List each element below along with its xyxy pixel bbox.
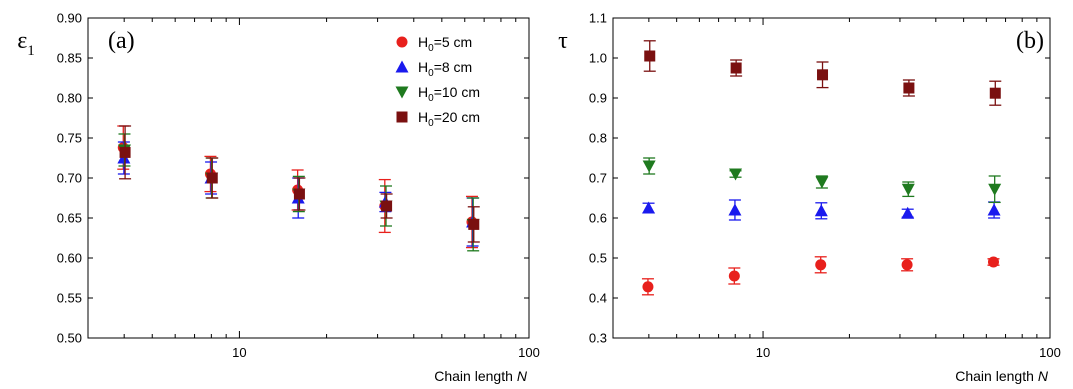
y-tick-label: 1.1 xyxy=(589,11,607,26)
data-point xyxy=(901,183,915,196)
legend-marker xyxy=(396,36,408,48)
y-axis-label: ε1 xyxy=(17,28,35,59)
x-tick-label: 100 xyxy=(1039,345,1061,360)
panel-label: (b) xyxy=(1016,28,1044,54)
y-axis-label-subscript: 1 xyxy=(27,43,35,59)
panel-label: (a) xyxy=(108,28,135,54)
series-0 xyxy=(641,256,1000,296)
legend-entry: H0=5 cm xyxy=(418,34,472,54)
y-tick-label: 0.80 xyxy=(57,91,82,106)
data-point xyxy=(468,218,480,230)
data-point xyxy=(119,146,131,158)
legend-entry: H0=10 cm xyxy=(418,84,480,104)
series-1 xyxy=(642,199,1001,221)
legend-entry-rest: =10 cm xyxy=(434,84,480,100)
data-point xyxy=(642,160,656,173)
legend-entry-main: H xyxy=(418,84,428,100)
data-point xyxy=(642,281,654,293)
data-point xyxy=(817,69,829,81)
y-tick-label: 0.3 xyxy=(589,331,607,346)
y-axis-label: τ xyxy=(558,28,568,54)
legend-entry-main: H xyxy=(418,34,428,50)
y-tick-label: 0.75 xyxy=(57,131,82,146)
data-point xyxy=(815,176,829,189)
y-tick-label: 0.85 xyxy=(57,51,82,66)
x-tick-label: 10 xyxy=(232,345,246,360)
y-tick-label: 0.9 xyxy=(589,91,607,106)
data-point xyxy=(728,270,740,282)
legend-entry-rest: =5 cm xyxy=(434,34,473,50)
data-point xyxy=(206,172,218,184)
legend-entry-main: H xyxy=(418,109,428,125)
legend-marker xyxy=(395,60,409,73)
legend-entry-sub: 0 xyxy=(428,68,434,79)
y-tick-label: 0.5 xyxy=(589,251,607,266)
y-tick-label: 0.90 xyxy=(57,11,82,26)
x-axis-label-variable: N xyxy=(1038,368,1049,384)
legend-entry-sub: 0 xyxy=(428,43,434,54)
legend-entry-rest: =20 cm xyxy=(434,109,480,125)
legend-entry-main: H xyxy=(418,59,428,75)
x-tick-label: 100 xyxy=(518,345,540,360)
data-point xyxy=(730,62,742,74)
y-tick-label: 0.8 xyxy=(589,131,607,146)
legend-entry-sub: 0 xyxy=(428,118,434,129)
series-3 xyxy=(643,40,1002,106)
x-axis-label-text: Chain length xyxy=(955,368,1034,384)
data-point xyxy=(729,168,743,181)
y-axis-label-symbol: τ xyxy=(558,28,568,54)
data-point xyxy=(728,203,742,216)
y-tick-label: 0.6 xyxy=(589,211,607,226)
data-point xyxy=(987,256,999,268)
data-point xyxy=(901,259,913,271)
data-point xyxy=(903,82,915,94)
x-axis-label: Chain length N xyxy=(955,368,1049,384)
data-point xyxy=(901,206,915,219)
data-point xyxy=(987,203,1001,216)
legend-entry: H0=8 cm xyxy=(418,59,472,79)
legend-entry-rest: =8 cm xyxy=(434,59,473,75)
legend-entry: H0=20 cm xyxy=(418,109,480,129)
x-axis-label: Chain length N xyxy=(434,368,528,384)
data-point xyxy=(814,204,828,217)
series-2 xyxy=(642,157,1002,204)
data-point xyxy=(988,183,1002,196)
series-3 xyxy=(119,125,480,243)
data-point xyxy=(293,188,305,200)
y-tick-label: 0.70 xyxy=(57,171,82,186)
legend-marker xyxy=(396,111,408,123)
data-point xyxy=(644,50,656,62)
y-tick-label: 0.65 xyxy=(57,211,82,226)
plot-frame xyxy=(612,17,1051,339)
y-tick-label: 1.0 xyxy=(589,51,607,66)
y-tick-label: 0.7 xyxy=(589,171,607,186)
panel-b: 0.3 0.4 0.5 0.6 0.7 0.8 0.9 1.0 1.1 10 100 Chain le… xyxy=(558,11,1061,385)
y-tick-label: 0.4 xyxy=(589,291,607,306)
y-axis-label-symbol: ε xyxy=(17,28,27,54)
data-point xyxy=(815,259,827,271)
data-point xyxy=(642,201,656,214)
x-axis-label-variable: N xyxy=(517,368,528,384)
y-tick-label: 0.50 xyxy=(57,331,82,346)
legend-marker xyxy=(395,86,409,99)
x-axis-label-text: Chain length xyxy=(434,368,513,384)
y-tick-label: 0.60 xyxy=(57,251,82,266)
x-tick-label: 10 xyxy=(756,345,770,360)
y-tick-label: 0.55 xyxy=(57,291,82,306)
data-point xyxy=(381,200,393,212)
legend-entry-sub: 0 xyxy=(428,93,434,104)
data-point xyxy=(989,87,1001,99)
